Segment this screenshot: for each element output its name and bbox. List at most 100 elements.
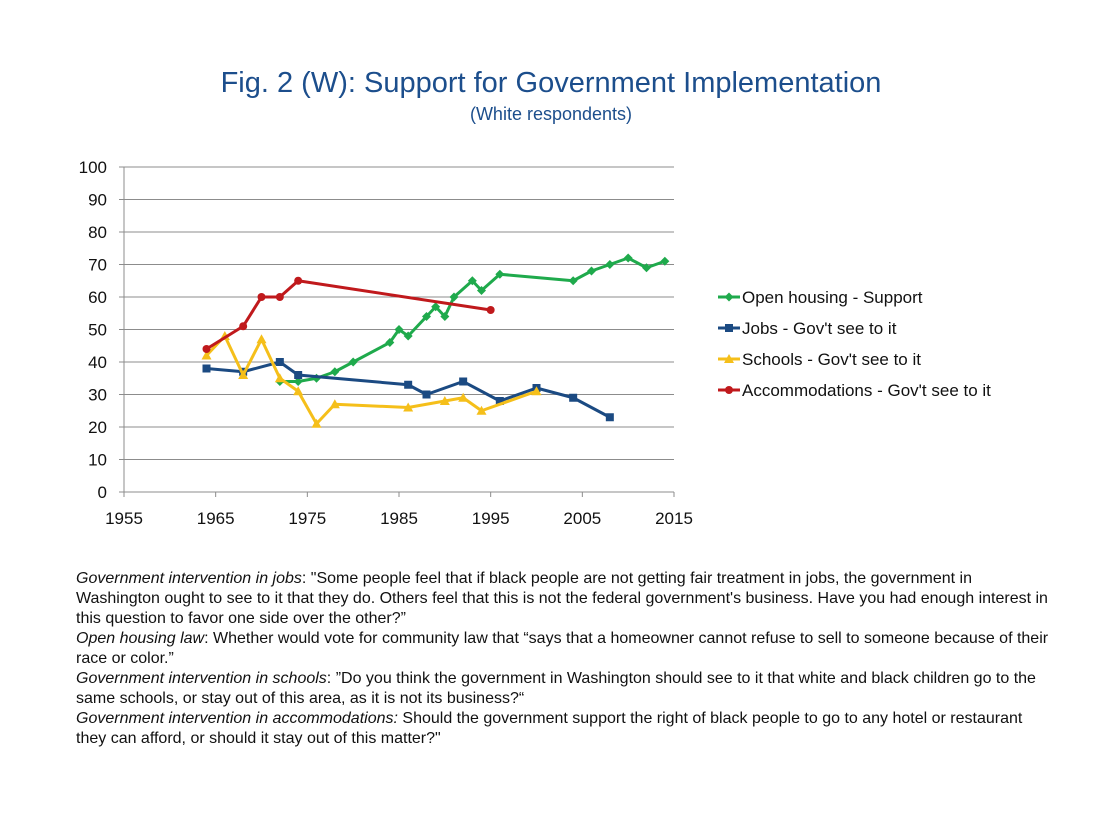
- legend-label: Accommodations - Gov't see to it: [742, 381, 991, 400]
- legend-marker: [725, 324, 733, 332]
- note-accommodations: Government intervention in accommodation…: [76, 709, 1056, 749]
- x-axis-ticks: 1955 1965 1975 1985 1995 2005 2015: [105, 492, 693, 528]
- data-point: [274, 373, 285, 383]
- data-point: [459, 377, 468, 386]
- legend: Open housing - Support Jobs - Gov't see t…: [718, 288, 991, 400]
- note-text: Whether would vote for community law tha…: [76, 630, 1049, 667]
- x-tick-label: 1965: [197, 509, 235, 528]
- note-text: Should the government support the right …: [76, 710, 1023, 747]
- note-label: Government intervention in accommodation…: [76, 710, 398, 727]
- data-point: [385, 338, 395, 347]
- x-tick-label: 2005: [563, 509, 601, 528]
- note-label: Open housing law: [76, 630, 205, 647]
- series-2: [202, 358, 614, 422]
- plot-series: [201, 253, 670, 428]
- x-tick-label: 2015: [655, 509, 693, 528]
- data-point: [422, 312, 431, 321]
- data-point: [275, 293, 284, 301]
- data-point: [202, 345, 211, 353]
- y-tick-label: 100: [79, 158, 107, 177]
- note-schools: Government intervention in schools: ”Do …: [76, 670, 1036, 707]
- data-point: [587, 266, 596, 276]
- series-4: [202, 276, 495, 353]
- data-point: [294, 276, 303, 285]
- y-tick-label: 10: [88, 451, 107, 470]
- legend-label: Open housing - Support: [742, 288, 923, 307]
- series-3: [201, 331, 542, 428]
- legend-item: Open housing - Support: [718, 288, 923, 307]
- data-point: [495, 397, 504, 405]
- legend-marker: [725, 386, 733, 394]
- legend-marker: [724, 292, 734, 302]
- note-jobs: Government intervention in jobs: "Some p…: [76, 570, 1048, 627]
- data-point: [440, 312, 450, 321]
- data-point: [467, 276, 477, 286]
- x-tick-label: 1985: [380, 509, 418, 528]
- y-tick-label: 80: [88, 223, 107, 242]
- data-point: [458, 392, 469, 402]
- data-point: [202, 364, 211, 373]
- data-point: [403, 402, 414, 412]
- note-text: "Some people feel that if black people a…: [76, 570, 1048, 627]
- x-tick-label: 1975: [288, 509, 326, 528]
- data-point: [201, 350, 212, 360]
- data-point: [329, 399, 340, 409]
- y-tick-label: 40: [88, 353, 107, 372]
- data-point: [256, 334, 267, 344]
- data-point: [476, 405, 487, 415]
- legend-item: Jobs - Gov't see to it: [718, 319, 897, 338]
- series-line: [205, 334, 538, 426]
- data-point: [449, 292, 459, 302]
- series-line: [205, 279, 491, 351]
- data-point: [311, 418, 322, 428]
- data-point: [394, 325, 404, 334]
- data-point: [404, 380, 413, 389]
- legend-label: Schools - Gov't see to it: [742, 350, 921, 369]
- data-point: [348, 357, 358, 367]
- note-text: ”Do you think the government in Washingt…: [76, 670, 1036, 707]
- data-point: [294, 371, 303, 379]
- data-point: [477, 286, 486, 295]
- data-point: [605, 413, 614, 422]
- data-point: [569, 393, 578, 402]
- legend-item: Accommodations - Gov't see to it: [718, 381, 991, 400]
- data-point: [238, 370, 249, 379]
- data-point: [495, 269, 505, 279]
- y-tick-label: 60: [88, 288, 107, 307]
- data-point: [439, 396, 450, 405]
- data-point: [422, 390, 431, 399]
- chart-title: Fig. 2 (W): Support for Government Imple…: [221, 67, 882, 99]
- data-point: [403, 331, 413, 341]
- note-label: Government intervention in jobs: [76, 570, 302, 587]
- data-point: [275, 358, 284, 366]
- data-point: [531, 386, 542, 396]
- data-point: [431, 302, 441, 312]
- y-tick-label: 0: [98, 483, 107, 502]
- legend-item: Schools - Gov't see to it: [718, 350, 921, 369]
- y-tick-label: 90: [88, 191, 107, 210]
- y-tick-label: 50: [88, 321, 107, 340]
- legend-marker: [724, 354, 734, 363]
- data-point: [257, 293, 266, 301]
- data-point: [293, 377, 303, 386]
- data-point: [330, 367, 340, 377]
- line-chart: Fig. 2 (W): Support for Government Imple…: [79, 67, 992, 528]
- data-point: [623, 253, 633, 263]
- x-tick-label: 1995: [472, 509, 510, 528]
- data-point: [660, 256, 670, 266]
- note-label: Government intervention in schools: [76, 670, 327, 687]
- note-open-housing: Open housing law: Whether would vote for…: [76, 630, 1049, 667]
- y-tick-label: 70: [88, 256, 107, 275]
- question-notes: Government intervention in jobs: "Some p…: [76, 569, 1056, 749]
- y-tick-label: 30: [88, 386, 107, 405]
- y-axis-ticks: 0 10 20 30 40 50 60 70 80 90 100: [79, 158, 124, 502]
- data-point: [568, 276, 578, 286]
- data-point: [293, 386, 304, 396]
- gridlines: [124, 166, 674, 460]
- data-point: [486, 306, 495, 314]
- chart-subtitle: (White respondents): [470, 104, 632, 124]
- x-tick-label: 1955: [105, 509, 143, 528]
- y-tick-label: 20: [88, 418, 107, 437]
- series-1: [275, 253, 670, 386]
- legend-label: Jobs - Gov't see to it: [742, 319, 897, 338]
